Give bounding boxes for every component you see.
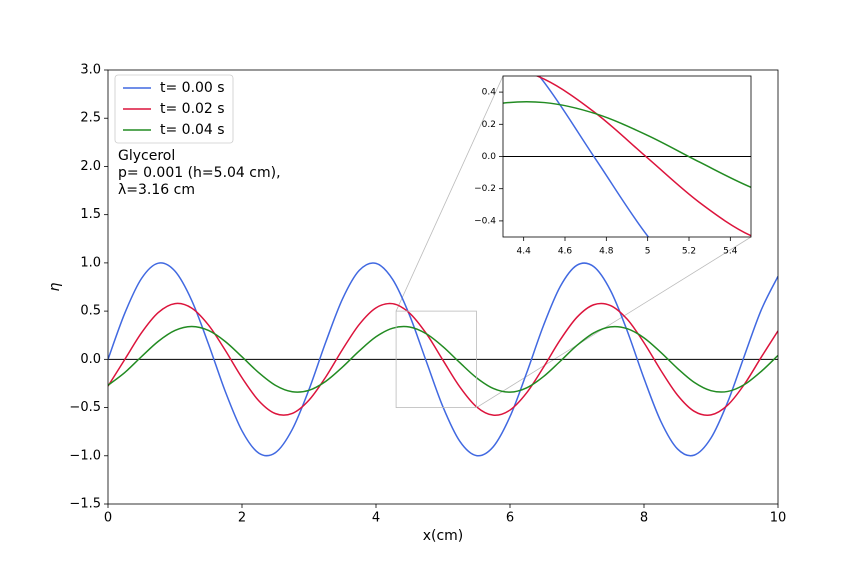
series-line [108,262,778,457]
x-tick-label: 5.2 [682,247,696,257]
y-tick-label: 2.5 [80,111,101,126]
legend-box [114,74,234,144]
y-tick-label: 1.0 [80,255,101,270]
y-tick-label: −1.0 [69,448,101,463]
y-tick-label: 0.0 [80,352,101,367]
x-tick-label: 2 [238,511,246,526]
x-axis-label: x(cm) [423,528,464,544]
y-tick-label: −1.5 [69,497,101,512]
x-tick-label: 4.6 [558,247,573,257]
y-tick-label: 3.0 [80,63,101,78]
x-tick-label: 5 [645,247,651,257]
y-tick-label: 2.0 [80,159,101,174]
series-line [503,101,751,189]
y-tick-label: −0.5 [69,400,101,415]
plot-area [108,262,778,457]
x-tick-label: 10 [770,511,787,526]
zoom-connector [476,236,752,408]
x-tick-label: 4.4 [517,247,532,257]
zoom-connector [395,75,504,312]
zoom-box [395,310,477,408]
series-line [108,302,778,417]
y-tick-label: 0.4 [482,88,497,98]
x-tick-label: 4.8 [599,247,614,257]
series-line [538,76,650,237]
y-tick-label: 0.0 [482,152,497,162]
y-tick-label: −0.4 [474,216,496,226]
x-tick-label: 4 [372,511,380,526]
x-tick-label: 8 [640,511,648,526]
x-tick-label: 5.4 [723,247,738,257]
axes-frame [107,69,779,505]
legend-label: t= 0.00 s [160,80,225,96]
series-line [108,325,778,393]
x-tick-label: 6 [506,511,514,526]
annotation: Glycerol [118,148,175,164]
annotation: λ=3.16 cm [118,182,195,198]
plot-area [503,76,751,237]
legend-label: t= 0.04 s [160,122,225,138]
series-line [535,76,751,237]
y-tick-label: 0.2 [482,120,496,130]
y-tick-label: −0.2 [474,184,496,194]
y-tick-label: 1.5 [80,207,101,222]
y-axis-label: η [47,282,63,291]
x-tick-label: 0 [104,511,112,526]
y-tick-label: 0.5 [80,304,101,319]
annotation: p= 0.001 (h=5.04 cm), [118,165,281,181]
legend-label: t= 0.02 s [160,101,225,117]
